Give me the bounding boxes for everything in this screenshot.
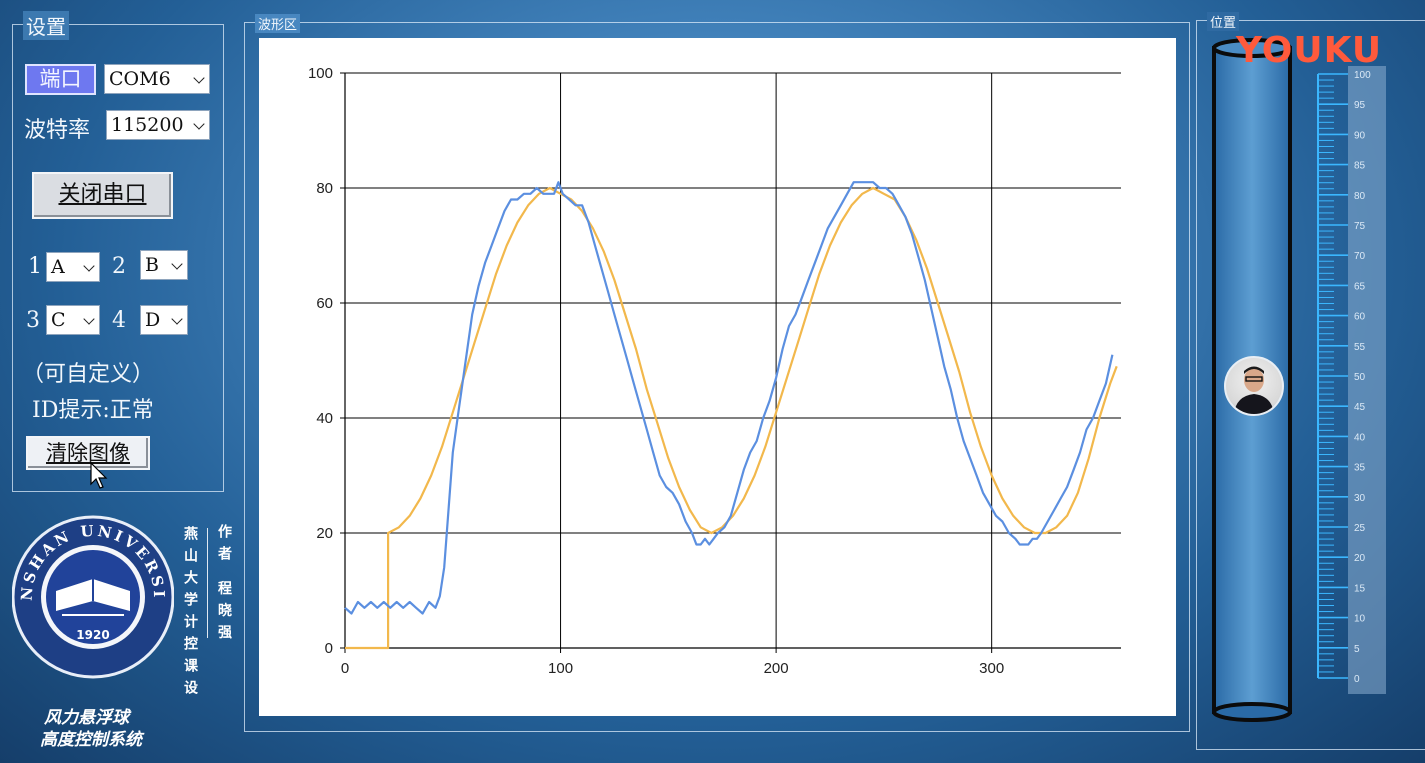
author-vertical-text: 作者 程晓强	[216, 524, 232, 647]
settings-group-title: 设置	[23, 11, 69, 40]
chevron-down-icon	[83, 313, 95, 325]
y-tick-label: 80	[316, 180, 333, 197]
chevron-down-icon	[193, 72, 205, 84]
scale-label: 35	[1354, 463, 1366, 474]
scale-label: 45	[1354, 402, 1366, 413]
scale-label: 95	[1354, 100, 1366, 111]
x-tick-label: 300	[979, 660, 1004, 677]
channel-3-value: C	[51, 309, 66, 331]
close-port-button[interactable]: 关闭串口	[32, 172, 173, 219]
scale-label: 55	[1354, 342, 1366, 353]
watermark-text: YOUKU	[1236, 30, 1383, 71]
id-hint-label: ID提示:	[32, 398, 110, 423]
channel-3-select[interactable]: C	[46, 305, 100, 335]
course-vertical-text: 燕山大学计控课设	[182, 526, 198, 702]
channel-4-value: D	[145, 309, 161, 331]
x-tick-label: 0	[341, 660, 349, 677]
id-hint-value: 正常	[109, 398, 154, 423]
scale-label: 90	[1354, 130, 1366, 141]
x-tick-label: 200	[764, 660, 789, 677]
port-label: 端口	[25, 64, 96, 95]
position-group: 位置	[1196, 12, 1425, 750]
chevron-down-icon	[193, 118, 205, 130]
scale-label: 60	[1354, 312, 1366, 323]
series-line-setpoint	[345, 186, 1118, 650]
channel-2-value: B	[145, 254, 159, 276]
scale-label: 80	[1354, 191, 1366, 202]
port-select[interactable]: COM6	[104, 64, 210, 94]
scale-label: 65	[1354, 281, 1366, 292]
university-logo: YANSHAN UNIVERSITY 1920	[12, 515, 174, 679]
y-tick-label: 40	[316, 410, 333, 427]
chevron-down-icon	[171, 258, 183, 270]
system-title-line1: 风力悬浮球	[44, 708, 129, 728]
waveform-group-title: 波形区	[255, 14, 301, 33]
scale-label: 5	[1354, 644, 1360, 655]
branding-divider	[207, 528, 208, 638]
settings-group: 设置	[12, 11, 224, 492]
channel-2-select[interactable]: B	[140, 250, 188, 280]
channel-1-value: A	[51, 256, 65, 278]
baud-select[interactable]: 115200	[106, 110, 210, 140]
y-tick-label: 100	[308, 65, 333, 82]
channel-2-label: 2	[112, 254, 126, 279]
waveform-chart-svg: 0 20 40 60 80 100 0 100 200 300	[308, 65, 1121, 677]
id-hint: ID提示:正常	[32, 392, 154, 424]
waveform-chart: 0 20 40 60 80 100 0 100 200 300	[259, 38, 1176, 716]
baud-label: 波特率	[24, 118, 91, 143]
scale-label: 30	[1354, 493, 1366, 504]
scale-label: 20	[1354, 553, 1366, 564]
scale-label: 25	[1354, 523, 1366, 534]
baud-select-value: 115200	[111, 114, 184, 136]
custom-note: （可自定义）	[22, 362, 155, 387]
scale-label: 75	[1354, 221, 1366, 232]
scale-label: 10	[1354, 614, 1366, 625]
scale-label: 15	[1354, 583, 1366, 594]
position-group-title: 位置	[1207, 12, 1240, 31]
channel-1-label: 1	[28, 254, 42, 279]
position-scale: 100 95 90 85 80 75 70 65 60 55 50 45 40 35 30 25 20 15 10 5…	[1317, 66, 1386, 694]
scale-label: 0	[1354, 674, 1360, 685]
university-year: 1920	[76, 628, 109, 642]
x-tick-label: 100	[548, 660, 573, 677]
channel-1-select[interactable]: A	[46, 252, 100, 282]
system-title-line2: 高度控制系统	[40, 730, 142, 750]
scale-label: 50	[1354, 372, 1366, 383]
y-tick-label: 60	[316, 295, 333, 312]
y-tick-label: 0	[325, 640, 333, 657]
scale-label: 70	[1354, 251, 1366, 262]
avatar	[1224, 356, 1284, 416]
y-tick-label: 20	[316, 525, 333, 542]
chevron-down-icon	[171, 313, 183, 325]
channel-4-label: 4	[112, 308, 126, 333]
port-select-value: COM6	[109, 68, 171, 90]
scale-label: 100	[1354, 70, 1371, 81]
scale-label: 85	[1354, 161, 1366, 172]
waveform-group: 波形区	[244, 14, 1190, 732]
scale-label: 40	[1354, 432, 1366, 443]
mouse-cursor-icon	[90, 462, 108, 489]
channel-3-label: 3	[26, 308, 40, 333]
youku-watermark: YOUKU	[1236, 30, 1382, 71]
chevron-down-icon	[83, 260, 95, 272]
clear-image-button[interactable]: 清除图像	[26, 436, 150, 470]
series-line-measured	[344, 181, 1114, 615]
channel-4-select[interactable]: D	[140, 305, 188, 335]
position-scale-svg: 1009590858075706560555045403530252015105…	[1317, 70, 1371, 685]
